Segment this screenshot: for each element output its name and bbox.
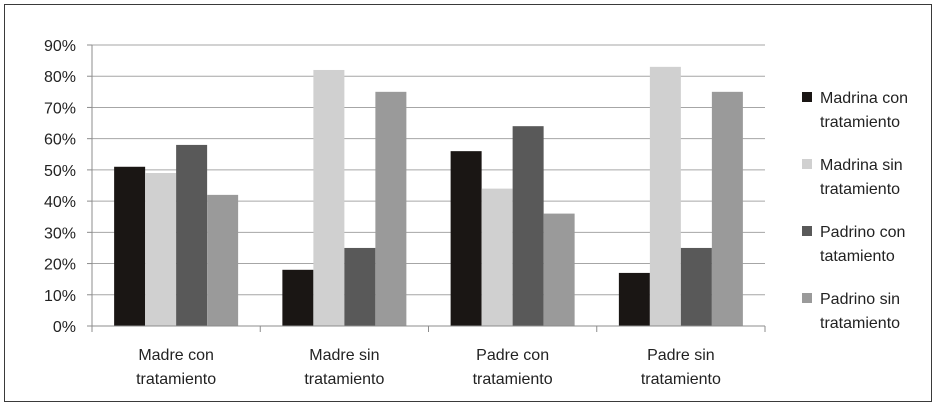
bar <box>375 91 407 326</box>
bar <box>282 269 314 326</box>
y-tick-label: 0% <box>53 319 76 336</box>
axes: 0% 10% 20% 30% 40% 50% 60% 70% 80% 90% Madre con tr… <box>44 38 766 388</box>
bar <box>450 151 482 326</box>
bar <box>543 213 575 326</box>
y-tick-label: 90% <box>44 38 76 55</box>
bar <box>512 126 544 326</box>
legend-swatch <box>802 92 812 102</box>
legend-label: Madrina con tratamiento <box>820 90 908 131</box>
bar <box>344 247 376 326</box>
bar <box>176 144 208 326</box>
bar <box>711 91 743 326</box>
bar <box>481 188 513 326</box>
legend-label: Madrina sin tratamiento <box>820 157 903 198</box>
bars <box>114 66 743 326</box>
y-tick-label: 50% <box>44 163 76 180</box>
bar <box>145 173 177 326</box>
bar <box>680 247 712 326</box>
bar <box>114 166 146 326</box>
legend-label: Padrino sin tratamiento <box>820 291 900 332</box>
x-category-label: Padre con tratamiento <box>473 347 553 388</box>
bar <box>618 272 650 326</box>
y-tick-label: 20% <box>44 257 76 274</box>
y-tick-label: 10% <box>44 288 76 305</box>
y-tick-label: 60% <box>44 132 76 149</box>
legend-swatch <box>802 293 812 303</box>
y-tick-label: 80% <box>44 69 76 86</box>
legend-label: Padrino con tatamiento <box>820 224 905 265</box>
legend-swatch <box>802 226 812 236</box>
y-tick-label: 70% <box>44 100 76 117</box>
legend: Madrina con tratamiento Madrina sin tratami… <box>802 90 908 332</box>
x-category-label: Padre sin tratamiento <box>641 347 721 388</box>
legend-swatch <box>802 159 812 169</box>
x-category-label: Madre con tratamiento <box>136 347 216 388</box>
x-category-label: Madre sin tratamiento <box>304 347 384 388</box>
y-tick-label: 40% <box>44 194 76 211</box>
bar <box>313 69 345 326</box>
bar <box>649 66 681 326</box>
bar <box>207 194 239 326</box>
y-tick-label: 30% <box>44 225 76 242</box>
